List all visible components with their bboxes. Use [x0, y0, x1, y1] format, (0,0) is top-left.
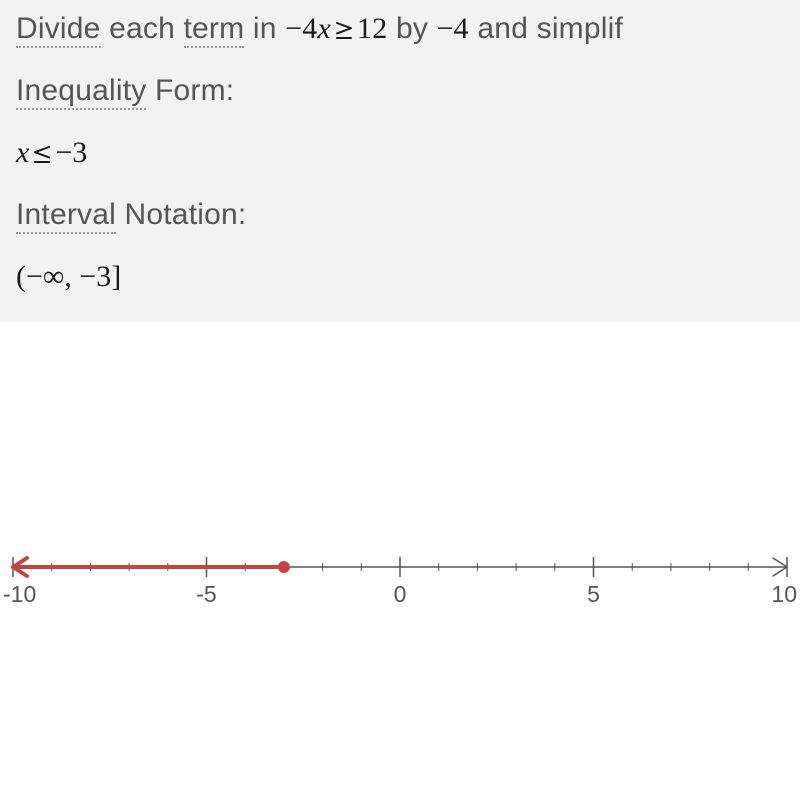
inequality-form-label: Inequality Form: [16, 74, 784, 108]
interval-notation-label: Interval Notation: [16, 198, 784, 232]
instruction-line: Divide each term in −4x12 by −4 and simp… [16, 12, 784, 46]
text-in: in [244, 12, 285, 45]
ineq-rhs: −3 [55, 136, 87, 169]
svg-text:-10: -10 [3, 581, 36, 607]
word-interval: Interval [16, 198, 116, 234]
rhs: 12 [357, 12, 387, 45]
leq-symbol [32, 146, 52, 164]
word-divide: Divide [16, 12, 101, 48]
label-rest: Notation: [116, 198, 246, 231]
var: x [317, 12, 331, 45]
svg-text:0: 0 [394, 581, 407, 607]
label-rest: Form: [146, 74, 234, 107]
divisor: −4 [437, 12, 469, 45]
text-and: and simplif [469, 12, 623, 45]
svg-text:5: 5 [587, 581, 600, 607]
ineq-var: x [16, 136, 29, 169]
interval-expression: (−∞, −3] [16, 260, 784, 294]
word-inequality: Inequality [16, 74, 146, 110]
text-by: by [387, 12, 436, 45]
geq-symbol [334, 22, 354, 40]
svg-text:10: 10 [771, 581, 797, 607]
text-each: each [101, 12, 184, 45]
expression: −4x 12 [285, 12, 387, 45]
numberline: -10 -5 0 5 10 [0, 537, 800, 617]
svg-text:-5: -5 [196, 581, 216, 607]
word-term: term [184, 12, 245, 48]
solution-box: Divide each term in −4x12 by −4 and simp… [0, 0, 800, 322]
coef: −4 [285, 12, 317, 45]
inequality-expression: x −3 [16, 136, 784, 170]
